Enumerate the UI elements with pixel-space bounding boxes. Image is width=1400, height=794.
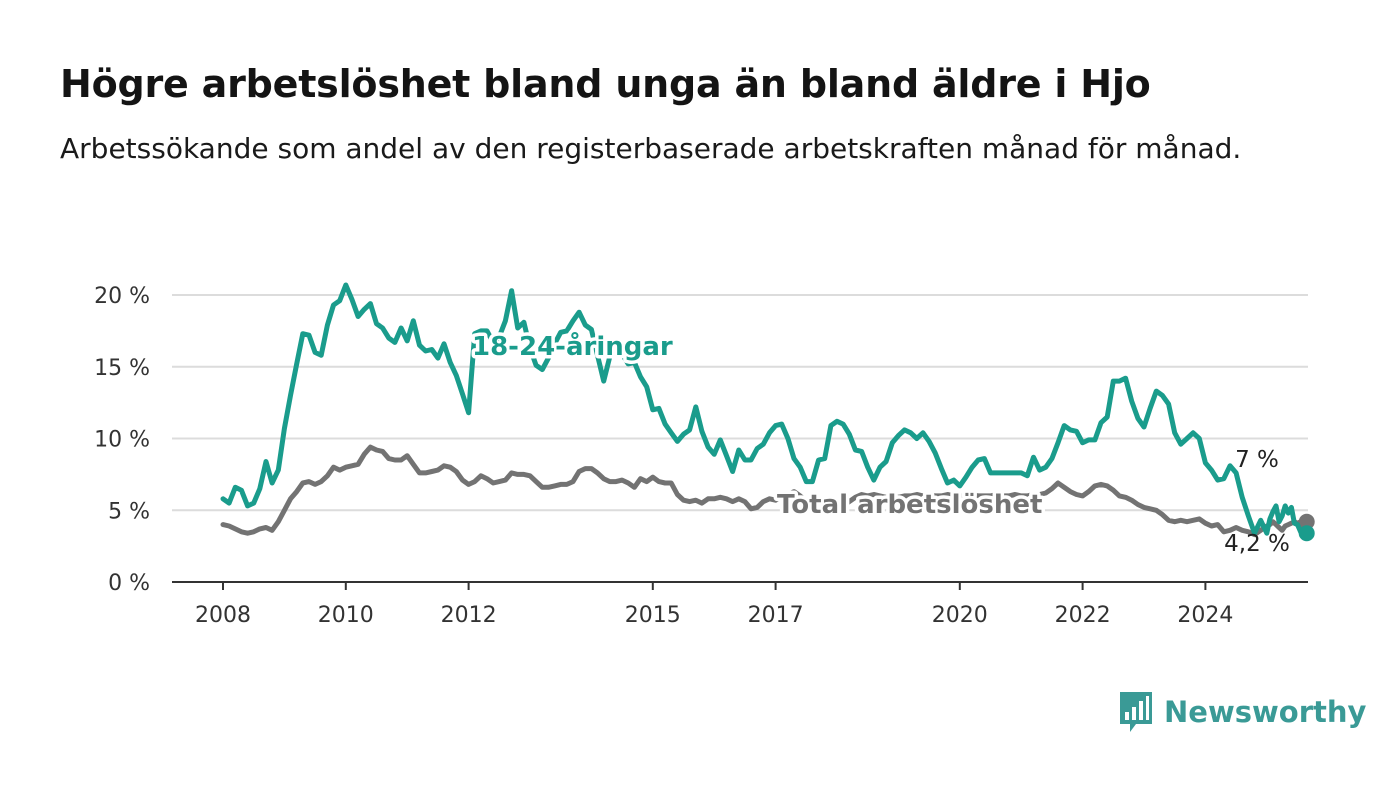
series-end-point-1 <box>1298 513 1315 530</box>
x-tick-label: 2020 <box>932 603 988 628</box>
y-axis-ticks: 0 % 5 % 10 % 15 % 20 % <box>94 284 150 596</box>
gridlines <box>172 294 1308 512</box>
y-tick-label: 10 % <box>94 428 150 453</box>
series-label-youth: 18-24-åringar <box>472 330 673 362</box>
series-end-point-0 <box>1298 525 1315 542</box>
x-axis-ticks: 2008 2010 2012 2015 2017 2020 2022 2024 <box>195 582 1233 628</box>
series-line-1 <box>220 444 1310 538</box>
y-tick-label: 20 % <box>94 284 150 309</box>
x-tick-label: 2022 <box>1055 603 1111 628</box>
chart-subtitle: Arbetssökande som andel av den registerb… <box>60 132 1242 165</box>
x-tick-label: 2015 <box>625 603 681 628</box>
end-value-youth: 7 % <box>1235 447 1279 473</box>
y-tick-label: 0 % <box>108 571 150 596</box>
x-tick-label: 2010 <box>318 603 374 628</box>
x-tick-label: 2012 <box>441 603 497 628</box>
series-label-total: Total arbetslöshet <box>777 490 1042 520</box>
series-labels: 18-24-åringar Total arbetslöshet 7 % 4,2 % <box>469 327 1290 558</box>
newsworthy-logo[interactable]: Newsworthy <box>1118 690 1366 734</box>
x-tick-label: 2024 <box>1177 603 1233 628</box>
series-line-0 <box>220 282 1310 539</box>
x-tick-label: 2017 <box>748 603 804 628</box>
x-tick-label: 2008 <box>195 603 251 628</box>
end-value-total: 4,2 % <box>1224 531 1290 557</box>
brand-name: Newsworthy <box>1164 695 1367 729</box>
series-lines <box>220 282 1315 542</box>
y-tick-label: 5 % <box>108 499 150 524</box>
chart-title: Högre arbetslöshet bland unga än bland ä… <box>60 62 1151 106</box>
y-tick-label: 15 % <box>94 356 150 381</box>
bar-chart-speech-icon <box>1120 692 1152 732</box>
